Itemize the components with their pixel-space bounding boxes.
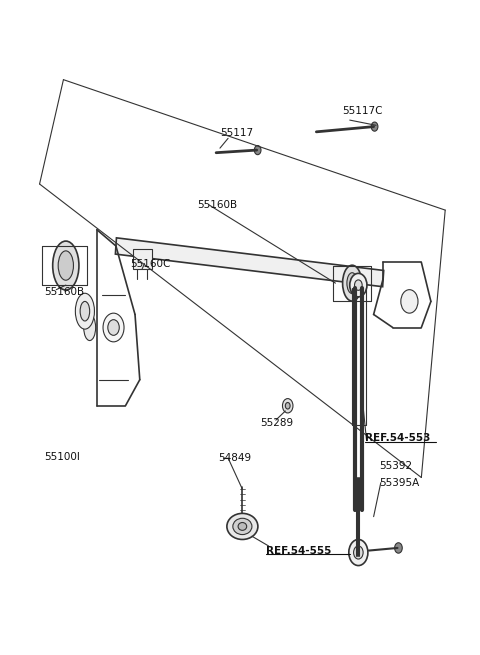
Ellipse shape <box>233 518 252 534</box>
Circle shape <box>401 290 418 313</box>
Ellipse shape <box>58 251 73 280</box>
Text: 54849: 54849 <box>218 453 252 463</box>
Ellipse shape <box>75 293 95 329</box>
Circle shape <box>355 280 362 290</box>
Ellipse shape <box>285 403 290 409</box>
Ellipse shape <box>343 265 362 301</box>
Circle shape <box>350 273 367 297</box>
Text: 55100I: 55100I <box>44 452 80 462</box>
Text: 55392: 55392 <box>379 461 412 472</box>
Ellipse shape <box>53 241 79 290</box>
Ellipse shape <box>347 272 358 293</box>
Text: 55395A: 55395A <box>379 478 420 489</box>
Circle shape <box>349 540 368 565</box>
Ellipse shape <box>80 301 90 321</box>
Ellipse shape <box>282 399 293 413</box>
Ellipse shape <box>84 314 96 341</box>
Circle shape <box>354 546 363 559</box>
Text: 55117: 55117 <box>220 128 253 138</box>
Circle shape <box>371 122 378 131</box>
Text: 55117C: 55117C <box>343 106 383 116</box>
Ellipse shape <box>227 514 258 540</box>
Circle shape <box>103 313 124 342</box>
Text: 55160B: 55160B <box>197 200 237 210</box>
Text: 55160C: 55160C <box>130 259 170 269</box>
Bar <box>132 250 152 269</box>
Text: 55289: 55289 <box>260 419 293 428</box>
Circle shape <box>254 145 261 155</box>
Text: REF.54-553: REF.54-553 <box>365 434 431 443</box>
Ellipse shape <box>238 523 247 531</box>
Circle shape <box>395 543 402 553</box>
Text: 55160B: 55160B <box>44 287 84 297</box>
Polygon shape <box>115 238 384 287</box>
Text: REF.54-555: REF.54-555 <box>266 546 332 555</box>
Circle shape <box>108 320 119 335</box>
